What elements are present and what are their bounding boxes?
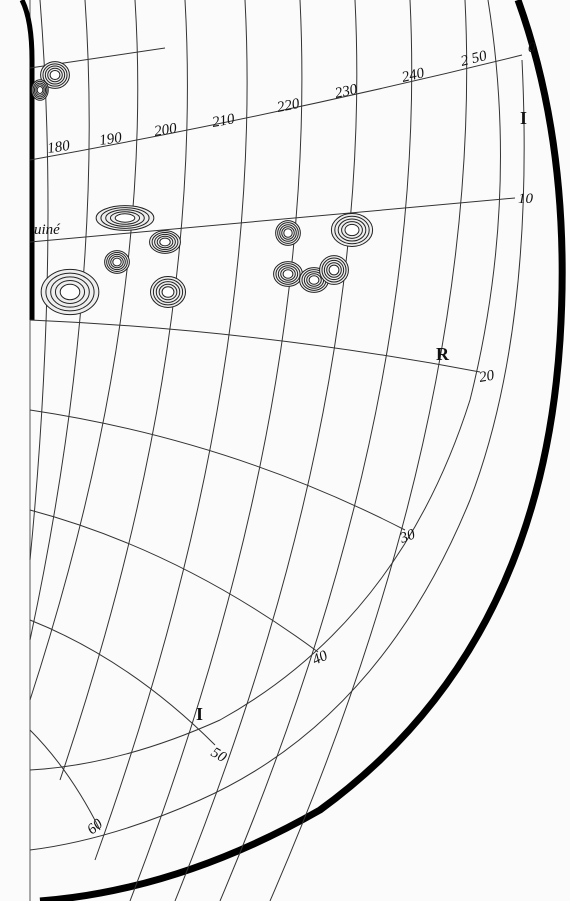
island-contour	[328, 264, 340, 276]
longitude-line	[219, 0, 413, 901]
latitude-line	[29, 509, 319, 653]
longitude-label: 220	[276, 96, 302, 116]
latitude-line	[29, 409, 406, 531]
latitude-label: 20	[478, 367, 496, 385]
latitude-label: 30	[397, 526, 418, 547]
island-contour	[36, 86, 44, 94]
marker-label: R	[436, 344, 450, 364]
island-contour	[159, 237, 171, 247]
longitude-line	[94, 0, 248, 861]
longitude-label: 190	[98, 130, 123, 149]
latitude-line	[29, 729, 101, 831]
latitude-label: 40	[310, 648, 331, 669]
island-contour	[344, 223, 360, 237]
longitude-line	[129, 0, 303, 901]
latitude-label: 10	[518, 191, 534, 207]
island-contour	[283, 228, 293, 238]
longitude-label: 180	[46, 138, 71, 157]
island-contour	[59, 283, 81, 301]
island-contour	[161, 286, 175, 298]
longitude-label: 240	[400, 65, 426, 86]
map-border	[19, 0, 35, 320]
island-contour	[114, 213, 136, 223]
latitude-line	[29, 54, 523, 161]
place-name: uiné	[34, 222, 61, 238]
marker-label: I	[196, 704, 203, 724]
latitude-line	[29, 197, 516, 243]
island-contour	[282, 269, 294, 279]
outer-border	[39, 0, 566, 901]
longitude-label: 210	[211, 111, 236, 131]
longitude-line	[59, 0, 188, 781]
longitude-label: 200	[153, 121, 178, 140]
longitude-label: 2 50	[459, 48, 489, 70]
longitude-line	[29, 0, 139, 701]
longitude-line	[174, 0, 358, 901]
longitude-label: 230	[334, 81, 360, 101]
inner-boundary	[29, 0, 501, 771]
inner-boundary	[29, 59, 525, 851]
latitude-label: 0	[528, 40, 536, 56]
island-contour	[49, 69, 61, 81]
longitude-line	[269, 0, 468, 901]
latitude-line	[29, 319, 481, 373]
latitude-line	[29, 619, 216, 746]
island-contour	[308, 275, 320, 285]
island-contour	[112, 257, 122, 267]
marker-label: I	[520, 108, 527, 128]
